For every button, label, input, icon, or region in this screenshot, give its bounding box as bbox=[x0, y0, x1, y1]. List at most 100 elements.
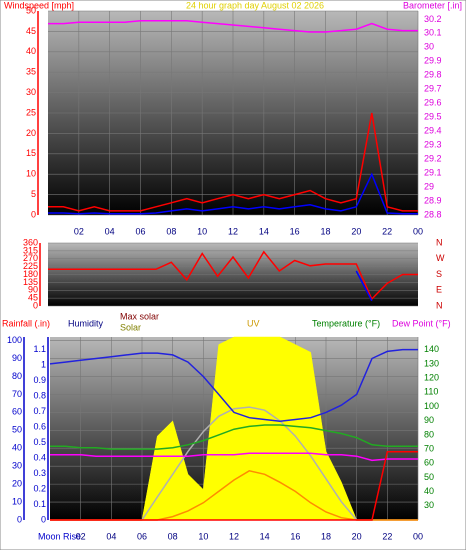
series-line bbox=[50, 424, 418, 450]
y-tick-label: 45 bbox=[28, 293, 38, 303]
y-tick-label: 0.3 bbox=[33, 468, 46, 478]
y2-tick-label: 29.2 bbox=[424, 153, 442, 163]
x-tick-label: 02 bbox=[74, 226, 84, 236]
x-tick-label: 02 bbox=[76, 531, 86, 541]
x-tick-label: 18 bbox=[320, 226, 330, 236]
x-tick-label: 18 bbox=[321, 531, 331, 541]
y2-tick-label: 29.9 bbox=[424, 56, 442, 66]
y-tick-label: 70 bbox=[12, 389, 22, 399]
y2-tick-label: 29.7 bbox=[424, 84, 442, 94]
temperature-label: Temperature (°F) bbox=[312, 318, 380, 328]
rain-label: Rainfall (.in) bbox=[2, 318, 50, 328]
y2-tick-label: 29.8 bbox=[424, 70, 442, 80]
x-tick-label: 16 bbox=[290, 531, 300, 541]
series-line bbox=[49, 348, 418, 423]
y-tick-label: 35 bbox=[26, 67, 36, 77]
y2-tick-label: 29.4 bbox=[424, 126, 442, 136]
y-tick-label: 50 bbox=[12, 425, 22, 435]
x-tick-label: 08 bbox=[168, 531, 178, 541]
y-tick-label: 10 bbox=[12, 496, 22, 506]
moon-rise-label: Moon Rise bbox=[38, 531, 81, 541]
y-tick-label: 40 bbox=[26, 46, 36, 56]
y-tick-label: 45 bbox=[26, 26, 36, 36]
solar-label: Solar bbox=[120, 322, 141, 332]
x-tick-label: 10 bbox=[197, 226, 207, 236]
y-tick-label: 40 bbox=[12, 443, 22, 453]
y2-tick-label: 30.1 bbox=[424, 28, 442, 38]
x-tick-label: 22 bbox=[382, 226, 392, 236]
x-tick-label: 00 bbox=[413, 226, 423, 236]
y-tick-label: 135 bbox=[23, 277, 38, 287]
x-tick-label: 22 bbox=[382, 531, 392, 541]
series-line bbox=[50, 452, 418, 462]
y2-tick-label: 29.1 bbox=[424, 167, 442, 177]
y-tick-label: 50 bbox=[26, 5, 36, 15]
y2-tick-label: 50 bbox=[424, 472, 434, 482]
y-tick-label: 0.4 bbox=[33, 452, 46, 462]
x-tick-label: 06 bbox=[137, 531, 147, 541]
y-tick-label: 10 bbox=[26, 169, 36, 179]
series-line bbox=[50, 451, 418, 521]
y-tick-label: 80 bbox=[12, 371, 22, 381]
y2-tick-label: 30 bbox=[424, 500, 434, 510]
y-tick-label: 270 bbox=[23, 253, 38, 263]
y2-tick-label: 29.6 bbox=[424, 98, 442, 108]
y-tick-label: 30 bbox=[12, 461, 22, 471]
y2-tick-label: 30.2 bbox=[424, 14, 442, 24]
x-tick-label: 00 bbox=[413, 531, 423, 541]
y-tick-label: 100 bbox=[7, 335, 22, 345]
y-tick-label: 0.8 bbox=[33, 390, 46, 400]
y2-tick-label: 100 bbox=[424, 401, 439, 411]
y2-tick-label: 130 bbox=[424, 358, 439, 368]
y2-tick-label: 29.3 bbox=[424, 140, 442, 150]
y2-tick-label: 140 bbox=[424, 344, 439, 354]
uv-label: UV bbox=[247, 318, 260, 328]
y-tick-label: 0 bbox=[31, 209, 36, 219]
chart-title: 24 hour graph day August 02 2026 bbox=[186, 0, 324, 10]
y-tick-label: 0 bbox=[17, 514, 22, 524]
y2-tick-label: 110 bbox=[424, 387, 438, 397]
y-tick-label: 25 bbox=[26, 107, 36, 117]
y-tick-label: 60 bbox=[12, 407, 22, 417]
dew-point-label: Dew Point (°F) bbox=[392, 318, 451, 328]
y-tick-label: 1.1 bbox=[33, 344, 46, 354]
y2-tick-label: 80 bbox=[424, 429, 434, 439]
series-line bbox=[355, 270, 373, 302]
y-axis-label: Windspeed [mph] bbox=[4, 0, 74, 10]
y2-tick-label: N bbox=[436, 300, 443, 310]
y-tick-label: 1 bbox=[41, 359, 46, 369]
y-tick-label: 5 bbox=[31, 189, 36, 199]
x-tick-label: 14 bbox=[260, 531, 270, 541]
y-tick-label: 0.6 bbox=[33, 421, 46, 431]
y2-tick-label: 70 bbox=[424, 443, 434, 453]
y-tick-label: 0.7 bbox=[33, 406, 46, 416]
x-tick-label: 20 bbox=[351, 226, 361, 236]
y-tick-label: 90 bbox=[12, 353, 22, 363]
y-tick-label: 0 bbox=[33, 300, 38, 310]
y2-tick-label: W bbox=[436, 253, 445, 263]
y2-tick-label: 29 bbox=[424, 181, 434, 191]
y-tick-label: 30 bbox=[26, 87, 36, 97]
x-tick-label: 12 bbox=[229, 531, 239, 541]
y-tick-label: 225 bbox=[23, 261, 38, 271]
x-tick-label: 04 bbox=[105, 226, 115, 236]
x-tick-label: 08 bbox=[166, 226, 176, 236]
y-tick-label: 90 bbox=[28, 285, 38, 295]
series-line bbox=[48, 250, 418, 301]
y2-tick-label: E bbox=[436, 285, 442, 295]
y2-tick-label: 60 bbox=[424, 458, 434, 468]
x-tick-label: 20 bbox=[352, 531, 362, 541]
y-tick-label: 180 bbox=[23, 269, 38, 279]
x-tick-label: 04 bbox=[106, 531, 116, 541]
x-tick-label: 06 bbox=[135, 226, 145, 236]
y-tick-label: 0.9 bbox=[33, 375, 46, 385]
y2-tick-label: S bbox=[436, 269, 442, 279]
x-tick-label: 16 bbox=[290, 226, 300, 236]
y-tick-label: 0.5 bbox=[33, 437, 46, 447]
y2-tick-label: 29.5 bbox=[424, 112, 442, 122]
y-tick-label: 0.2 bbox=[33, 483, 46, 493]
y-tick-label: 315 bbox=[23, 245, 38, 255]
y2-tick-label: N bbox=[436, 237, 443, 247]
max-solar-label: Max solar bbox=[120, 311, 159, 321]
